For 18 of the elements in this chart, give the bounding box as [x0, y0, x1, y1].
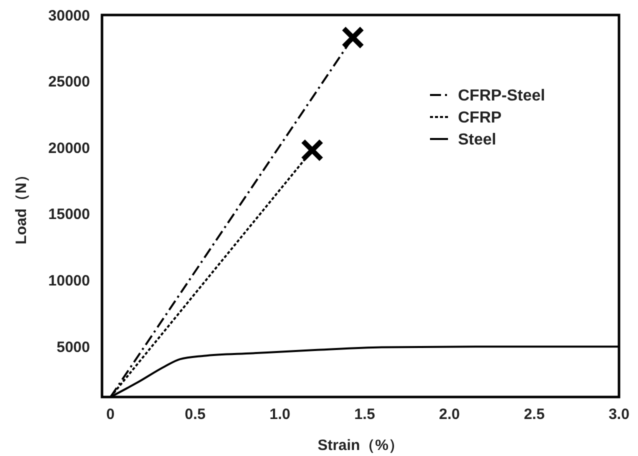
legend-label: CFRP: [458, 110, 502, 127]
x-axis-title: Strain（%）: [318, 437, 404, 454]
x-tick-label: 2.5: [524, 406, 545, 423]
y-tick-label: 15000: [48, 206, 90, 224]
y-tick-label: 20000: [48, 140, 90, 157]
y-tick-label: 10000: [48, 272, 90, 290]
x-tick-label: 2.0: [439, 406, 460, 423]
x-tick-label: 0.5: [184, 406, 206, 423]
y-tick-label: 30000: [48, 7, 90, 24]
legend-label: CFRP-Steel: [458, 88, 546, 105]
x-tick-label: 1.5: [354, 406, 376, 423]
legend-label: Steel: [458, 132, 496, 149]
x-tick-label: 0: [106, 406, 115, 423]
y-tick-label: 5000: [56, 338, 90, 356]
y-axis-title: Load（N）: [13, 168, 30, 244]
x-tick-label: 3.0: [608, 406, 630, 423]
y-tick-label: 25000: [48, 74, 90, 91]
x-tick-label: 1.0: [270, 406, 290, 423]
